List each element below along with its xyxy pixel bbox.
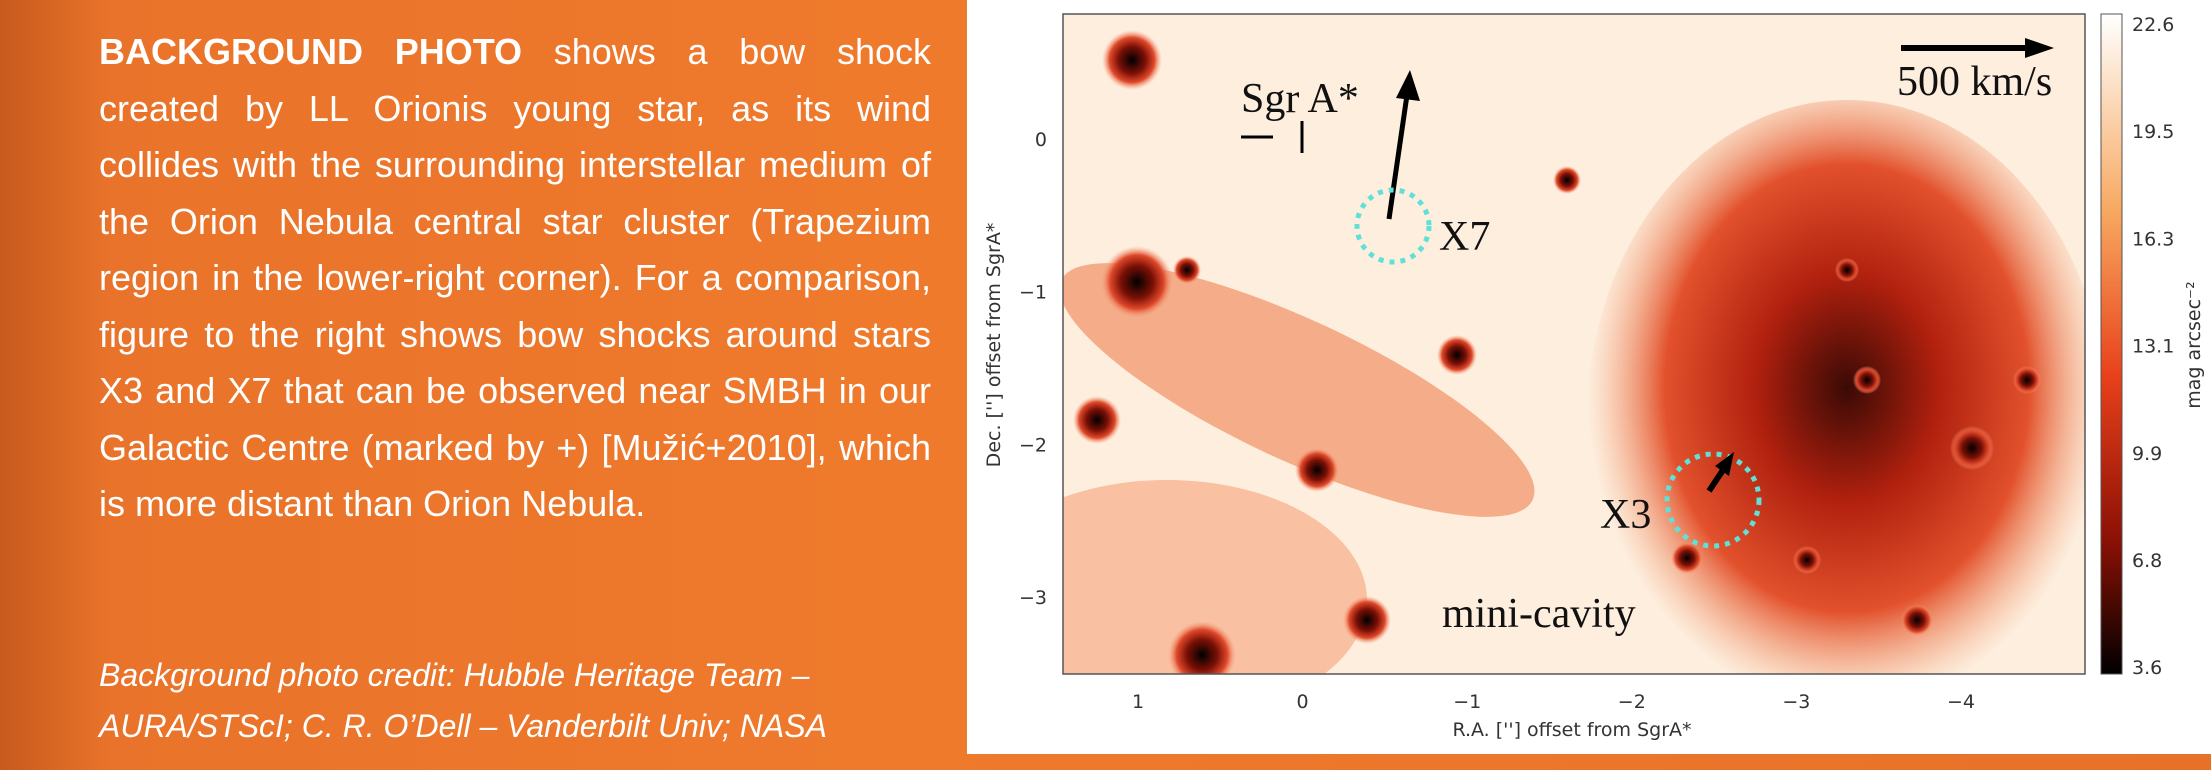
- credit-line: Background photo credit: Hubble Heritage…: [99, 650, 827, 701]
- colorbar-tick-label: 16.3: [2132, 228, 2174, 250]
- x-tick-label: 1: [1132, 691, 1144, 713]
- annotation: Sgr A*: [1241, 76, 1359, 122]
- colorbar-tick-label: 9.9: [2132, 443, 2162, 465]
- y-tick-label: −1: [1019, 282, 1047, 304]
- y-tick-label: −2: [1019, 434, 1047, 456]
- y-axis-title: Dec. [''] offset from SgrA*: [983, 223, 1005, 468]
- colorbar-tick-label: 22.6: [2132, 14, 2174, 36]
- annotation: 500 km/s: [1897, 59, 2052, 105]
- colorbar-tick-label: 13.1: [2132, 336, 2174, 358]
- lead: BACKGROUND PHOTO: [99, 31, 522, 72]
- y-tick-label: 0: [1035, 129, 1047, 151]
- annotation: X3: [1600, 492, 1651, 538]
- x-tick-label: −1: [1453, 691, 1481, 713]
- body-text: BACKGROUND PHOTO shows a bow shock creat…: [99, 24, 931, 533]
- x-tick-label: −4: [1947, 691, 1975, 713]
- figure: Sgr A* X7 X3 mini-cavity 500 km/s R.A. […: [967, 0, 2211, 754]
- paragraph: shows a bow shock created by LL Orionis …: [99, 31, 931, 524]
- credit: Background photo credit: Hubble Heritage…: [99, 650, 827, 752]
- colorbar: [2101, 14, 2122, 674]
- colorbar-tick-label: 3.6: [2132, 657, 2162, 679]
- annotation: X7: [1439, 214, 1490, 260]
- credit-line: AURA/STScI; C. R. O’Dell – Vanderbilt Un…: [99, 701, 827, 752]
- x-tick-label: −3: [1782, 691, 1810, 713]
- x-tick-label: 0: [1297, 691, 1309, 713]
- x-tick-label: −2: [1618, 691, 1646, 713]
- colorbar-label: mag arcsec⁻²: [2183, 281, 2205, 408]
- x-axis-title: R.A. [''] offset from SgrA*: [1452, 719, 1691, 741]
- colorbar-tick-label: 19.5: [2132, 121, 2174, 143]
- annotation: mini-cavity: [1442, 591, 1636, 637]
- colorbar-tick-label: 6.8: [2132, 550, 2162, 572]
- y-tick-label: −3: [1019, 587, 1047, 609]
- slide: BACKGROUND PHOTO shows a bow shock creat…: [0, 0, 2211, 770]
